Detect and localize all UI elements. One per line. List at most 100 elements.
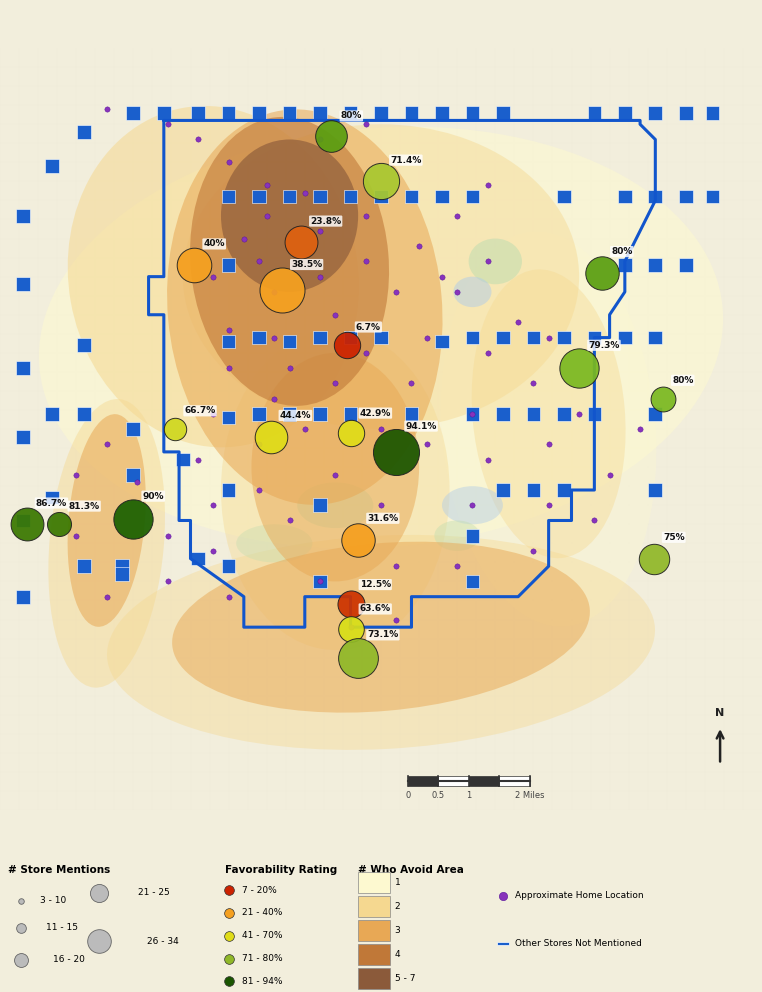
Ellipse shape	[434, 521, 480, 551]
Text: N: N	[716, 708, 725, 718]
Bar	[222, 258, 235, 272]
Bar	[16, 361, 30, 375]
Bar	[618, 106, 632, 120]
Bar	[358, 920, 390, 940]
Bar	[77, 559, 91, 573]
Bar	[344, 106, 357, 120]
Bar	[679, 106, 693, 120]
Ellipse shape	[167, 109, 443, 505]
Bar	[706, 189, 719, 203]
Bar	[405, 407, 418, 421]
Bar	[313, 106, 327, 120]
Text: Other Stores Not Mentioned: Other Stores Not Mentioned	[515, 939, 642, 948]
Bar	[374, 189, 388, 203]
Point	[352, 532, 364, 548]
Text: 73.1%: 73.1%	[367, 630, 399, 640]
Text: 23.8%: 23.8%	[310, 216, 341, 225]
Bar	[466, 407, 479, 421]
Bar	[344, 407, 357, 421]
Text: Approximate Home Location: Approximate Home Location	[515, 891, 644, 900]
Bar	[618, 189, 632, 203]
Bar	[222, 334, 235, 348]
Bar	[313, 330, 327, 344]
Bar	[252, 189, 266, 203]
Bar	[435, 334, 449, 348]
Text: 42.9%: 42.9%	[360, 409, 391, 418]
Point	[648, 551, 660, 566]
Bar	[283, 407, 296, 421]
Bar	[496, 330, 510, 344]
Text: 12.5%: 12.5%	[360, 580, 391, 589]
Bar	[222, 189, 235, 203]
Text: 71.4%: 71.4%	[390, 156, 421, 165]
Bar	[283, 189, 296, 203]
Text: 21 - 40%: 21 - 40%	[242, 909, 283, 918]
Bar	[222, 106, 235, 120]
Text: 44.4%: 44.4%	[280, 411, 311, 420]
Bar	[557, 189, 571, 203]
Bar	[557, 483, 571, 497]
Bar	[648, 330, 662, 344]
Point	[169, 421, 181, 436]
Ellipse shape	[190, 117, 389, 406]
Ellipse shape	[68, 414, 146, 627]
Text: # Store Mentions: # Store Mentions	[8, 865, 110, 875]
Text: 90%: 90%	[142, 492, 164, 501]
Ellipse shape	[183, 124, 579, 430]
Ellipse shape	[469, 238, 522, 285]
Point	[573, 360, 585, 376]
Text: 81.3%: 81.3%	[69, 502, 100, 511]
Bar	[435, 189, 449, 203]
Bar	[466, 189, 479, 203]
Text: 40%: 40%	[203, 239, 225, 248]
Bar	[466, 574, 479, 588]
Bar	[283, 334, 296, 348]
Bar	[374, 106, 388, 120]
Bar	[358, 872, 390, 893]
Text: 80%: 80%	[341, 111, 362, 120]
Bar	[222, 483, 235, 497]
Bar	[466, 330, 479, 344]
Text: 6.7%: 6.7%	[356, 322, 381, 331]
Bar	[313, 574, 327, 588]
Point	[325, 128, 338, 144]
Point	[344, 621, 357, 637]
Text: 1: 1	[466, 791, 471, 800]
Bar	[557, 407, 571, 421]
Bar	[358, 968, 390, 989]
Bar	[252, 330, 266, 344]
Text: 86.7%: 86.7%	[36, 499, 67, 508]
Bar	[405, 189, 418, 203]
Point	[344, 425, 357, 440]
Ellipse shape	[48, 399, 165, 687]
Ellipse shape	[453, 277, 491, 308]
Bar	[126, 423, 140, 435]
Bar	[438, 776, 469, 787]
Bar	[648, 407, 662, 421]
Text: 11 - 15: 11 - 15	[46, 924, 78, 932]
Ellipse shape	[107, 535, 655, 750]
Text: 26 - 34: 26 - 34	[147, 936, 179, 945]
Bar	[496, 407, 510, 421]
Text: Favorability Rating: Favorability Rating	[225, 865, 337, 875]
Bar	[157, 106, 171, 120]
Point	[21, 517, 33, 533]
Bar	[176, 452, 190, 466]
Point	[341, 337, 353, 353]
Text: 31.6%: 31.6%	[367, 514, 399, 523]
Bar	[16, 430, 30, 443]
Ellipse shape	[39, 127, 723, 549]
Text: 63.6%: 63.6%	[360, 604, 391, 613]
Point	[127, 511, 139, 527]
Bar	[77, 407, 91, 421]
Bar	[344, 189, 357, 203]
Bar	[408, 776, 438, 787]
Bar	[126, 106, 140, 120]
Bar	[16, 590, 30, 603]
Bar	[648, 106, 662, 120]
Bar	[588, 330, 601, 344]
Text: 81 - 94%: 81 - 94%	[242, 977, 283, 986]
Bar	[252, 407, 266, 421]
Bar	[16, 514, 30, 528]
Point	[352, 650, 364, 666]
